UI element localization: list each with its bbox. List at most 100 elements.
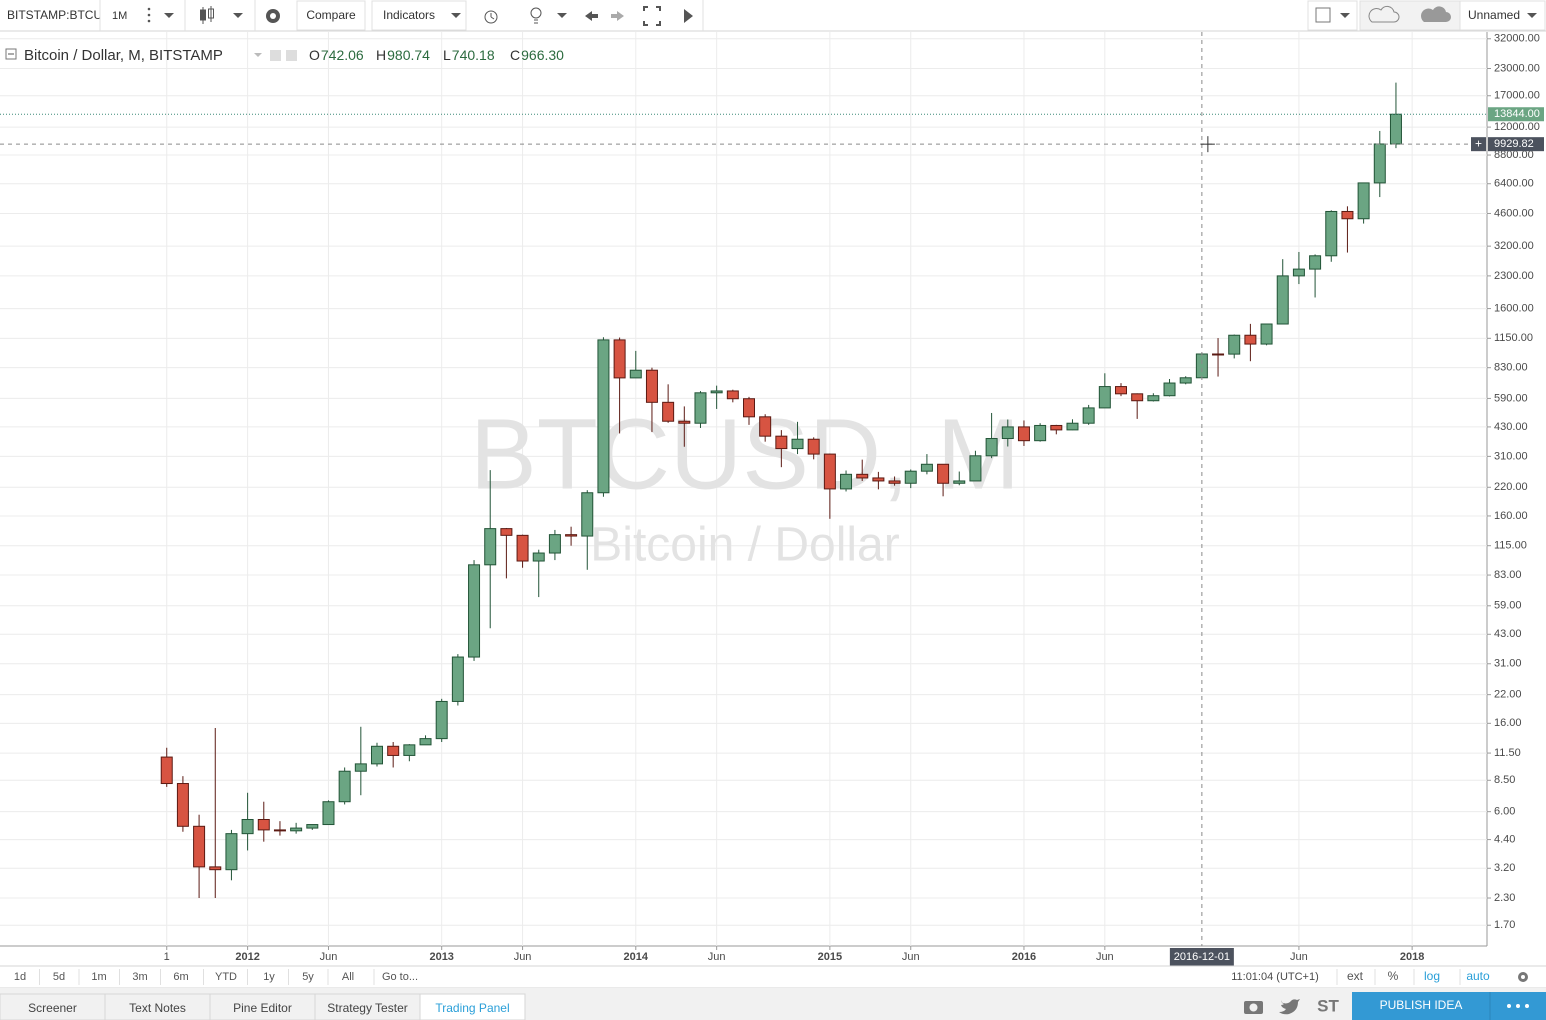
x-tick-label: 2015 (818, 951, 842, 963)
x-tick-label: 2018 (1400, 951, 1424, 963)
settings-icon[interactable] (266, 9, 280, 23)
candle-body (176, 783, 189, 827)
save-icon[interactable] (1421, 6, 1451, 22)
dropdown-icon[interactable] (164, 13, 174, 18)
x-tick-label: 2013 (429, 951, 453, 963)
ideas-icon[interactable] (530, 7, 542, 24)
ohlc-prefix: L (443, 47, 451, 63)
candle-body (451, 656, 464, 702)
candle-body (1341, 210, 1354, 220)
twitter-icon[interactable] (1279, 999, 1300, 1015)
publish-label[interactable]: PUBLISH IDEA (1380, 998, 1463, 1012)
ohlc-prefix: C (510, 47, 520, 63)
layout-name[interactable]: Unnamed (1468, 8, 1520, 22)
candle-body (1195, 353, 1208, 379)
x-tick-label: 2014 (624, 951, 649, 963)
candle-body (1228, 334, 1241, 355)
legend-icon[interactable] (286, 50, 297, 61)
candle-body (225, 833, 238, 871)
replay-icon[interactable] (684, 9, 693, 23)
alert-icon[interactable] (484, 10, 498, 24)
indicators-button[interactable] (371, 0, 467, 31)
x-tick-label: Jun (514, 951, 532, 963)
candle-body (1147, 395, 1160, 402)
undo-icon[interactable] (585, 11, 598, 21)
legend-ohlc: O742.06 H980.74 L740.18 C966.30 (309, 47, 564, 63)
candle-body (371, 745, 383, 765)
tab-label[interactable]: Trading Panel (435, 1001, 509, 1015)
layout-icon[interactable] (1315, 7, 1331, 23)
range-button[interactable]: YTD (215, 971, 237, 983)
more-icon[interactable] (1507, 1004, 1529, 1008)
chart-style-icon[interactable] (200, 6, 214, 24)
range-button[interactable]: 6m (173, 971, 188, 983)
range-button[interactable]: All (342, 971, 354, 983)
y-tick-label: 6.00 (1494, 806, 1515, 818)
range-button[interactable]: 1d (14, 971, 26, 983)
tab-label[interactable]: Pine Editor (233, 1001, 292, 1015)
more-icon[interactable] (147, 7, 151, 23)
y-tick-label: 830.00 (1494, 362, 1528, 374)
y-tick-label: 310.00 (1494, 450, 1528, 462)
scale-option[interactable]: ext (1347, 969, 1364, 983)
candle-body (1309, 255, 1322, 270)
tab-label[interactable]: Screener (28, 1001, 77, 1015)
candle-body (273, 829, 286, 832)
tab[interactable] (419, 993, 526, 1020)
stocktwits-icon[interactable]: ST (1317, 996, 1339, 1015)
candle-body (678, 420, 691, 424)
candle-body (1373, 143, 1386, 184)
range-button[interactable]: 5d (53, 971, 65, 983)
publish-button[interactable] (1352, 992, 1546, 1020)
redo-icon[interactable] (611, 11, 624, 21)
range-button[interactable]: 3m (132, 971, 147, 983)
candle-body (500, 528, 513, 536)
candle-body (257, 818, 270, 831)
tab-label[interactable]: Text Notes (129, 1001, 186, 1015)
candle-body (743, 398, 755, 418)
range-button[interactable]: Go to... (382, 971, 418, 983)
tab[interactable] (209, 993, 316, 1020)
compare-label[interactable]: Compare (306, 8, 356, 22)
symbol[interactable]: BITSTAMP:BTCUSD (7, 8, 119, 22)
settings-icon[interactable] (1518, 972, 1528, 982)
range-button[interactable]: 1y (263, 971, 275, 983)
fullscreen-icon[interactable] (643, 6, 661, 26)
plot (0, 32, 1487, 946)
candle-body (937, 463, 950, 484)
candle-body (645, 369, 658, 403)
dropdown-icon[interactable] (233, 13, 243, 18)
candle-body (888, 480, 901, 484)
candle-body (1034, 424, 1047, 442)
y-tick-label: 3200.00 (1494, 240, 1534, 252)
y-tick-label: 83.00 (1494, 569, 1522, 581)
candle-body (759, 416, 772, 437)
tab-label[interactable]: Strategy Tester (327, 1001, 407, 1015)
compare-button[interactable] (296, 0, 366, 31)
x-tick-label: 1 (164, 951, 170, 963)
scale-option[interactable]: log (1424, 969, 1440, 983)
crosshair-price-label: 9929.82 (1494, 138, 1534, 150)
snapshot-icon[interactable] (1244, 1001, 1263, 1014)
y-tick-label: 32000.00 (1494, 33, 1540, 45)
range-button[interactable]: 1m (91, 971, 106, 983)
tab[interactable] (104, 993, 211, 1020)
y-tick-label: 31.00 (1494, 658, 1522, 670)
candle-body (338, 770, 351, 803)
candle-body (209, 866, 222, 871)
ohlc-value: 980.74 (387, 47, 430, 63)
scale-option[interactable]: % (1388, 969, 1399, 983)
scale-option[interactable]: auto (1466, 969, 1490, 983)
grid (0, 32, 1487, 946)
y-tick-label: 115.00 (1494, 540, 1527, 552)
range-button[interactable]: 5y (302, 971, 314, 983)
interval[interactable]: 1M (112, 10, 127, 22)
legend-icon[interactable] (270, 50, 281, 61)
load-icon[interactable] (1368, 5, 1400, 23)
x-tick-label: Jun (708, 951, 726, 963)
candle-body (435, 700, 448, 740)
indicators-label[interactable]: Indicators (383, 8, 435, 22)
candle-body (1066, 422, 1079, 431)
candle-body (840, 473, 853, 490)
